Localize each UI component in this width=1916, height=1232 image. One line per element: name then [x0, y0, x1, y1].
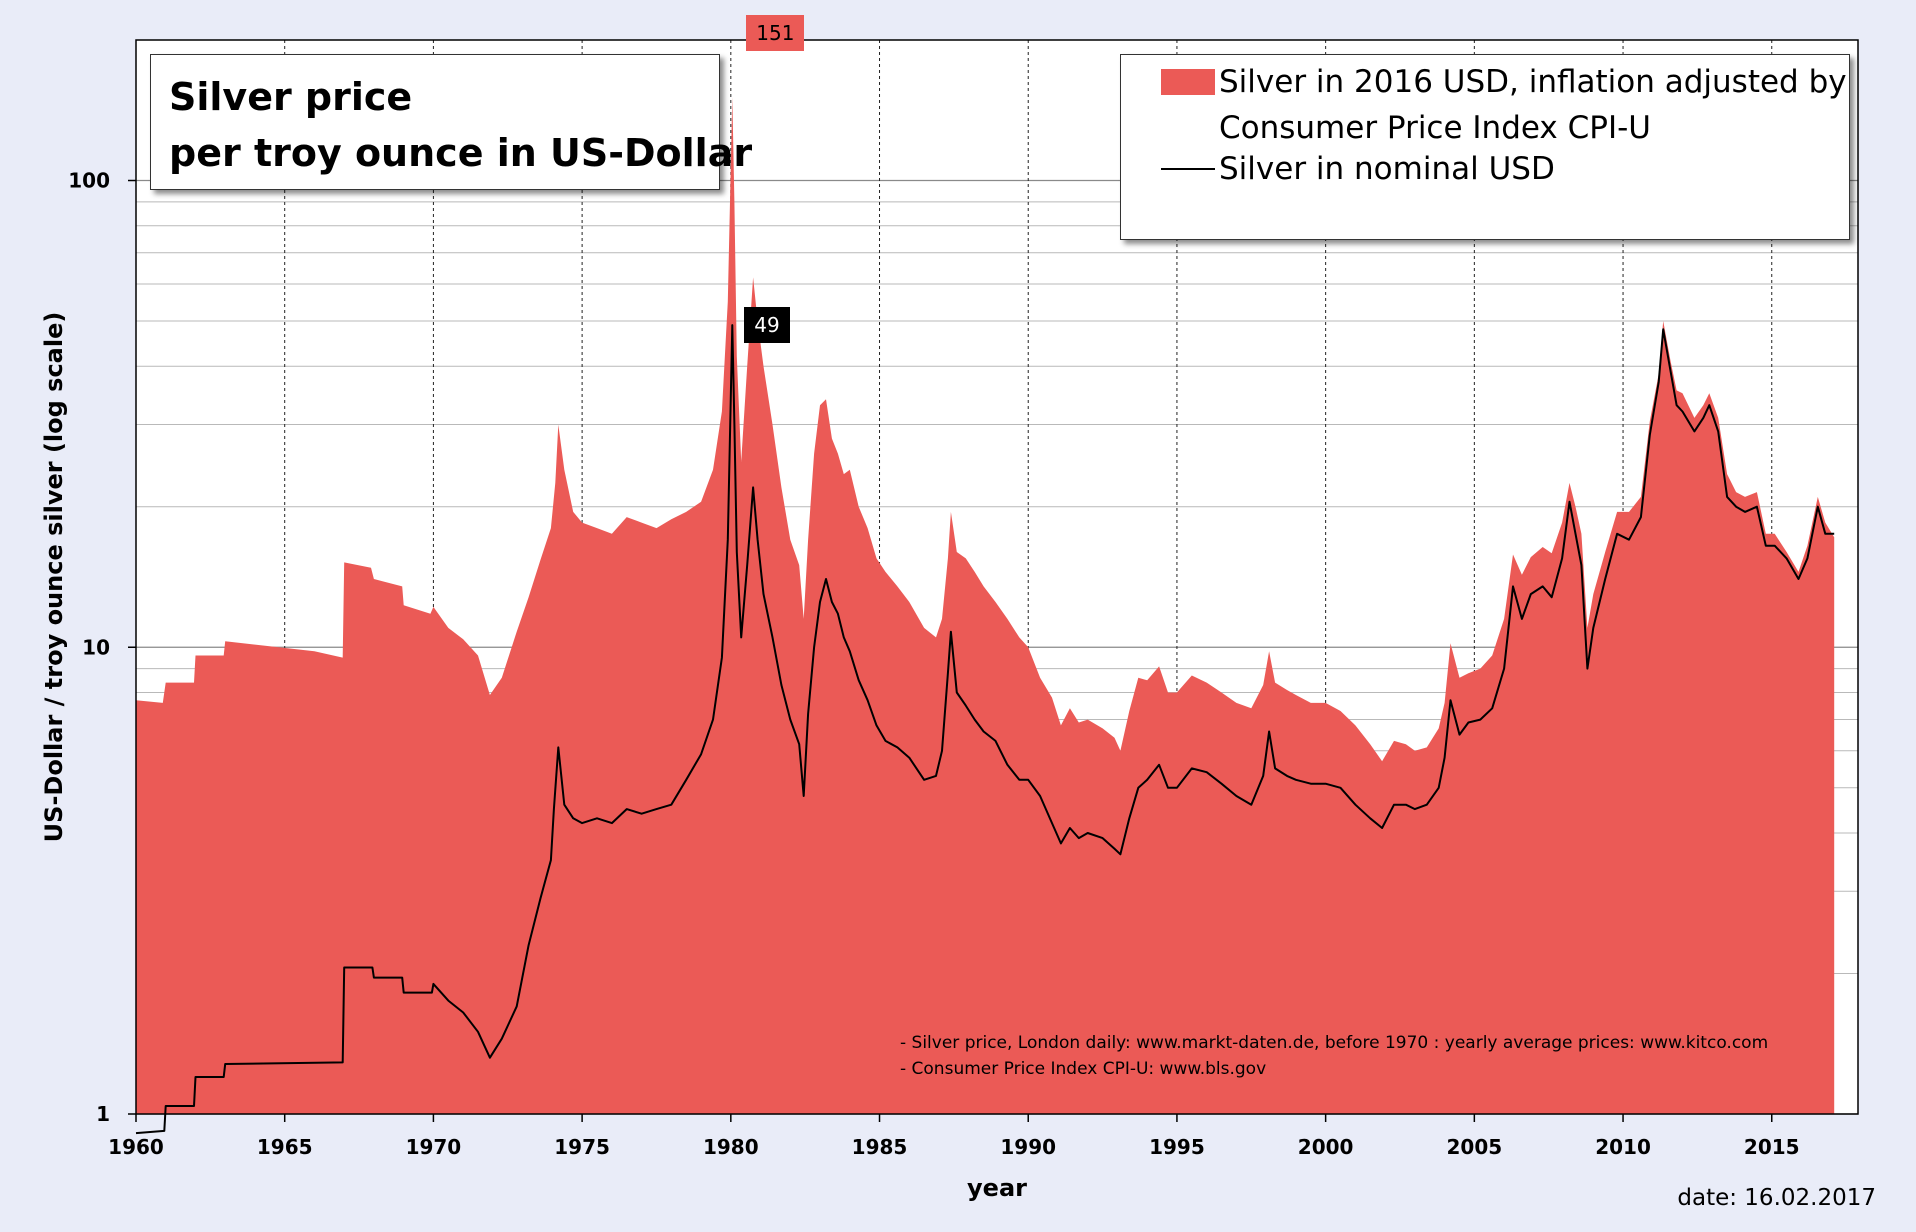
chart-title-line-1: Silver price [169, 75, 413, 119]
date-label: date: 16.02.2017 [1677, 1185, 1876, 1211]
y-axis: 1 10 100 [68, 169, 136, 1126]
legend: Silver in 2016 USD, inflation adjusted b… [1120, 54, 1850, 240]
x-axis-label: year [967, 1174, 1027, 1202]
chart-title: Silver price per troy ounce in US-Dollar [150, 54, 753, 190]
y-axis-label: US-Dollar / troy ounce silver (log scale… [40, 312, 68, 843]
x-tick-label: 2000 [1298, 1135, 1354, 1159]
legend-label-inflation-adjusted-line-1: Silver in 2016 USD, inflation adjusted b… [1219, 64, 1847, 100]
series-area-inflation-adjusted [136, 97, 1835, 1114]
x-tick-label: 2015 [1744, 1135, 1800, 1159]
source-note: - Silver price, London daily: www.markt-… [900, 1030, 1768, 1082]
x-tick-label: 2010 [1595, 1135, 1651, 1159]
x-tick-label: 2005 [1447, 1135, 1503, 1159]
peak-label-inflation-adjusted: 151 [746, 14, 805, 51]
y-tick-label: 10 [82, 635, 110, 659]
x-tick-label: 1975 [554, 1135, 610, 1159]
legend-label-inflation-adjusted-line-2: Consumer Price Index CPI-U [1219, 110, 1651, 146]
plot-frame [135, 39, 1859, 1115]
x-tick-label: 1960 [108, 1135, 164, 1159]
chart-title-line-2: per troy ounce in US-Dollar [169, 131, 753, 175]
x-tick-label: 1995 [1149, 1135, 1205, 1159]
legend-swatch-inflation-adjusted [1161, 69, 1215, 95]
x-tick-label: 1985 [852, 1135, 908, 1159]
line-series-layer [135, 324, 1835, 1135]
area-series-layer [136, 97, 1835, 1114]
x-tick-label: 1980 [703, 1135, 759, 1159]
source-note-line-2: - Consumer Price Index CPI-U: www.bls.go… [900, 1059, 1267, 1079]
series-line-nominal [135, 324, 1835, 1135]
y-tick-label: 1 [96, 1102, 110, 1126]
source-note-line-1: - Silver price, London daily: www.markt-… [900, 1033, 1769, 1053]
x-tick-label: 1970 [406, 1135, 462, 1159]
peak-label-nominal: 49 [744, 307, 790, 344]
x-tick-label: 1965 [257, 1135, 313, 1159]
legend-swatch-nominal [1161, 168, 1215, 170]
x-tick-label: 1990 [1000, 1135, 1056, 1159]
legend-label-nominal: Silver in nominal USD [1219, 151, 1555, 187]
x-axis: 1960 1965 1970 1975 1980 1985 1990 1995 2000 2005… [108, 1114, 1800, 1159]
y-tick-label: 100 [68, 169, 110, 193]
